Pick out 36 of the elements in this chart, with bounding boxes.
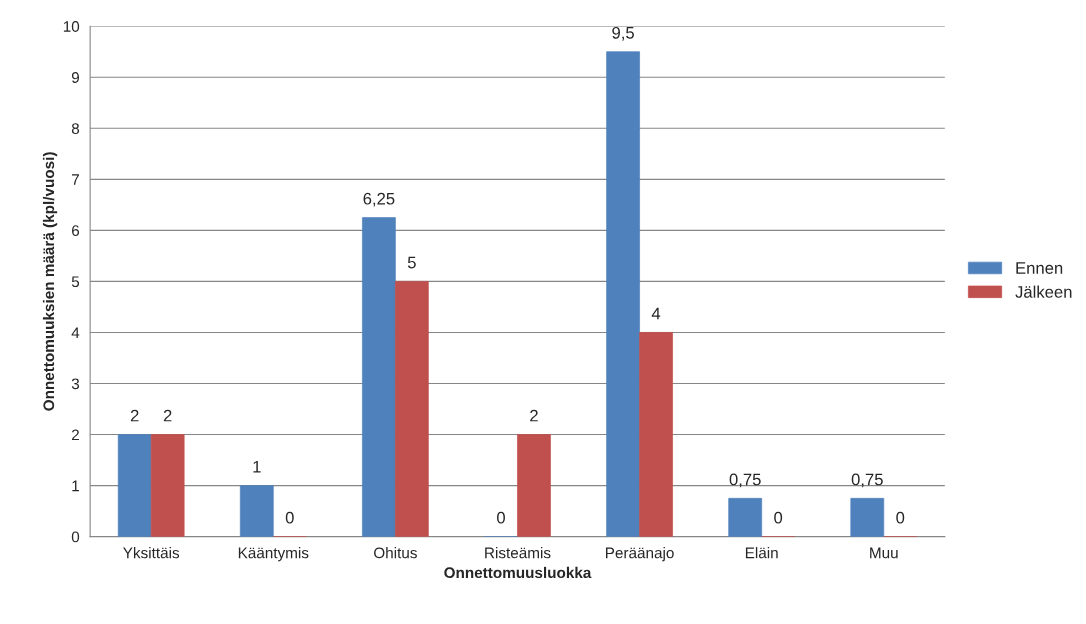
x-tick-label: Risteämis [485, 547, 551, 559]
y-tick-label: 2 [71, 429, 79, 441]
data-label: 0,75 [729, 473, 761, 488]
y-tick-label: 10 [63, 21, 80, 32]
x-tick-label: Muu [870, 547, 898, 559]
data-label: 6,25 [363, 192, 395, 207]
y-tick-label: 9 [71, 72, 79, 83]
data-label: 5 [407, 256, 416, 269]
data-label: 4 [651, 307, 661, 320]
y-tick-label: 1 [72, 480, 79, 492]
y-tick-label: 4 [71, 327, 80, 338]
x-tick-label: Kääntymis [238, 547, 309, 562]
data-label: 0,75 [851, 473, 883, 488]
y-tick-label: 5 [71, 276, 80, 288]
data-label: 9,5 [612, 26, 634, 41]
y-tick-label: 8 [71, 123, 80, 134]
legend-label: Ennen [1016, 262, 1063, 274]
x-axis-title: Onnettomuusluokka [444, 566, 592, 579]
data-label: 0 [774, 511, 783, 524]
x-tick-label: Eläin [745, 547, 778, 559]
x-tick-label: Peräänajo [606, 547, 674, 562]
x-tick-label: Yksittäis [123, 547, 180, 559]
y-tick-label: 6 [72, 225, 80, 237]
legend-label: Jälkeen [1015, 285, 1072, 298]
x-tick-label: Ohitus [374, 547, 417, 559]
y-tick-label: 7 [72, 174, 79, 185]
data-label: 0 [497, 511, 505, 524]
data-label: 0 [896, 511, 905, 524]
data-label: 0 [285, 511, 294, 524]
data-label: 1 [253, 460, 261, 473]
y-tick-label: 3 [71, 378, 80, 390]
y-axis-title: Onnettomuuksien määrä (kpl/vuosi) [42, 152, 58, 411]
y-tick-label: 0 [71, 531, 80, 543]
data-label: 2 [130, 409, 139, 422]
data-label: 2 [530, 409, 538, 422]
data-label: 2 [163, 409, 172, 422]
